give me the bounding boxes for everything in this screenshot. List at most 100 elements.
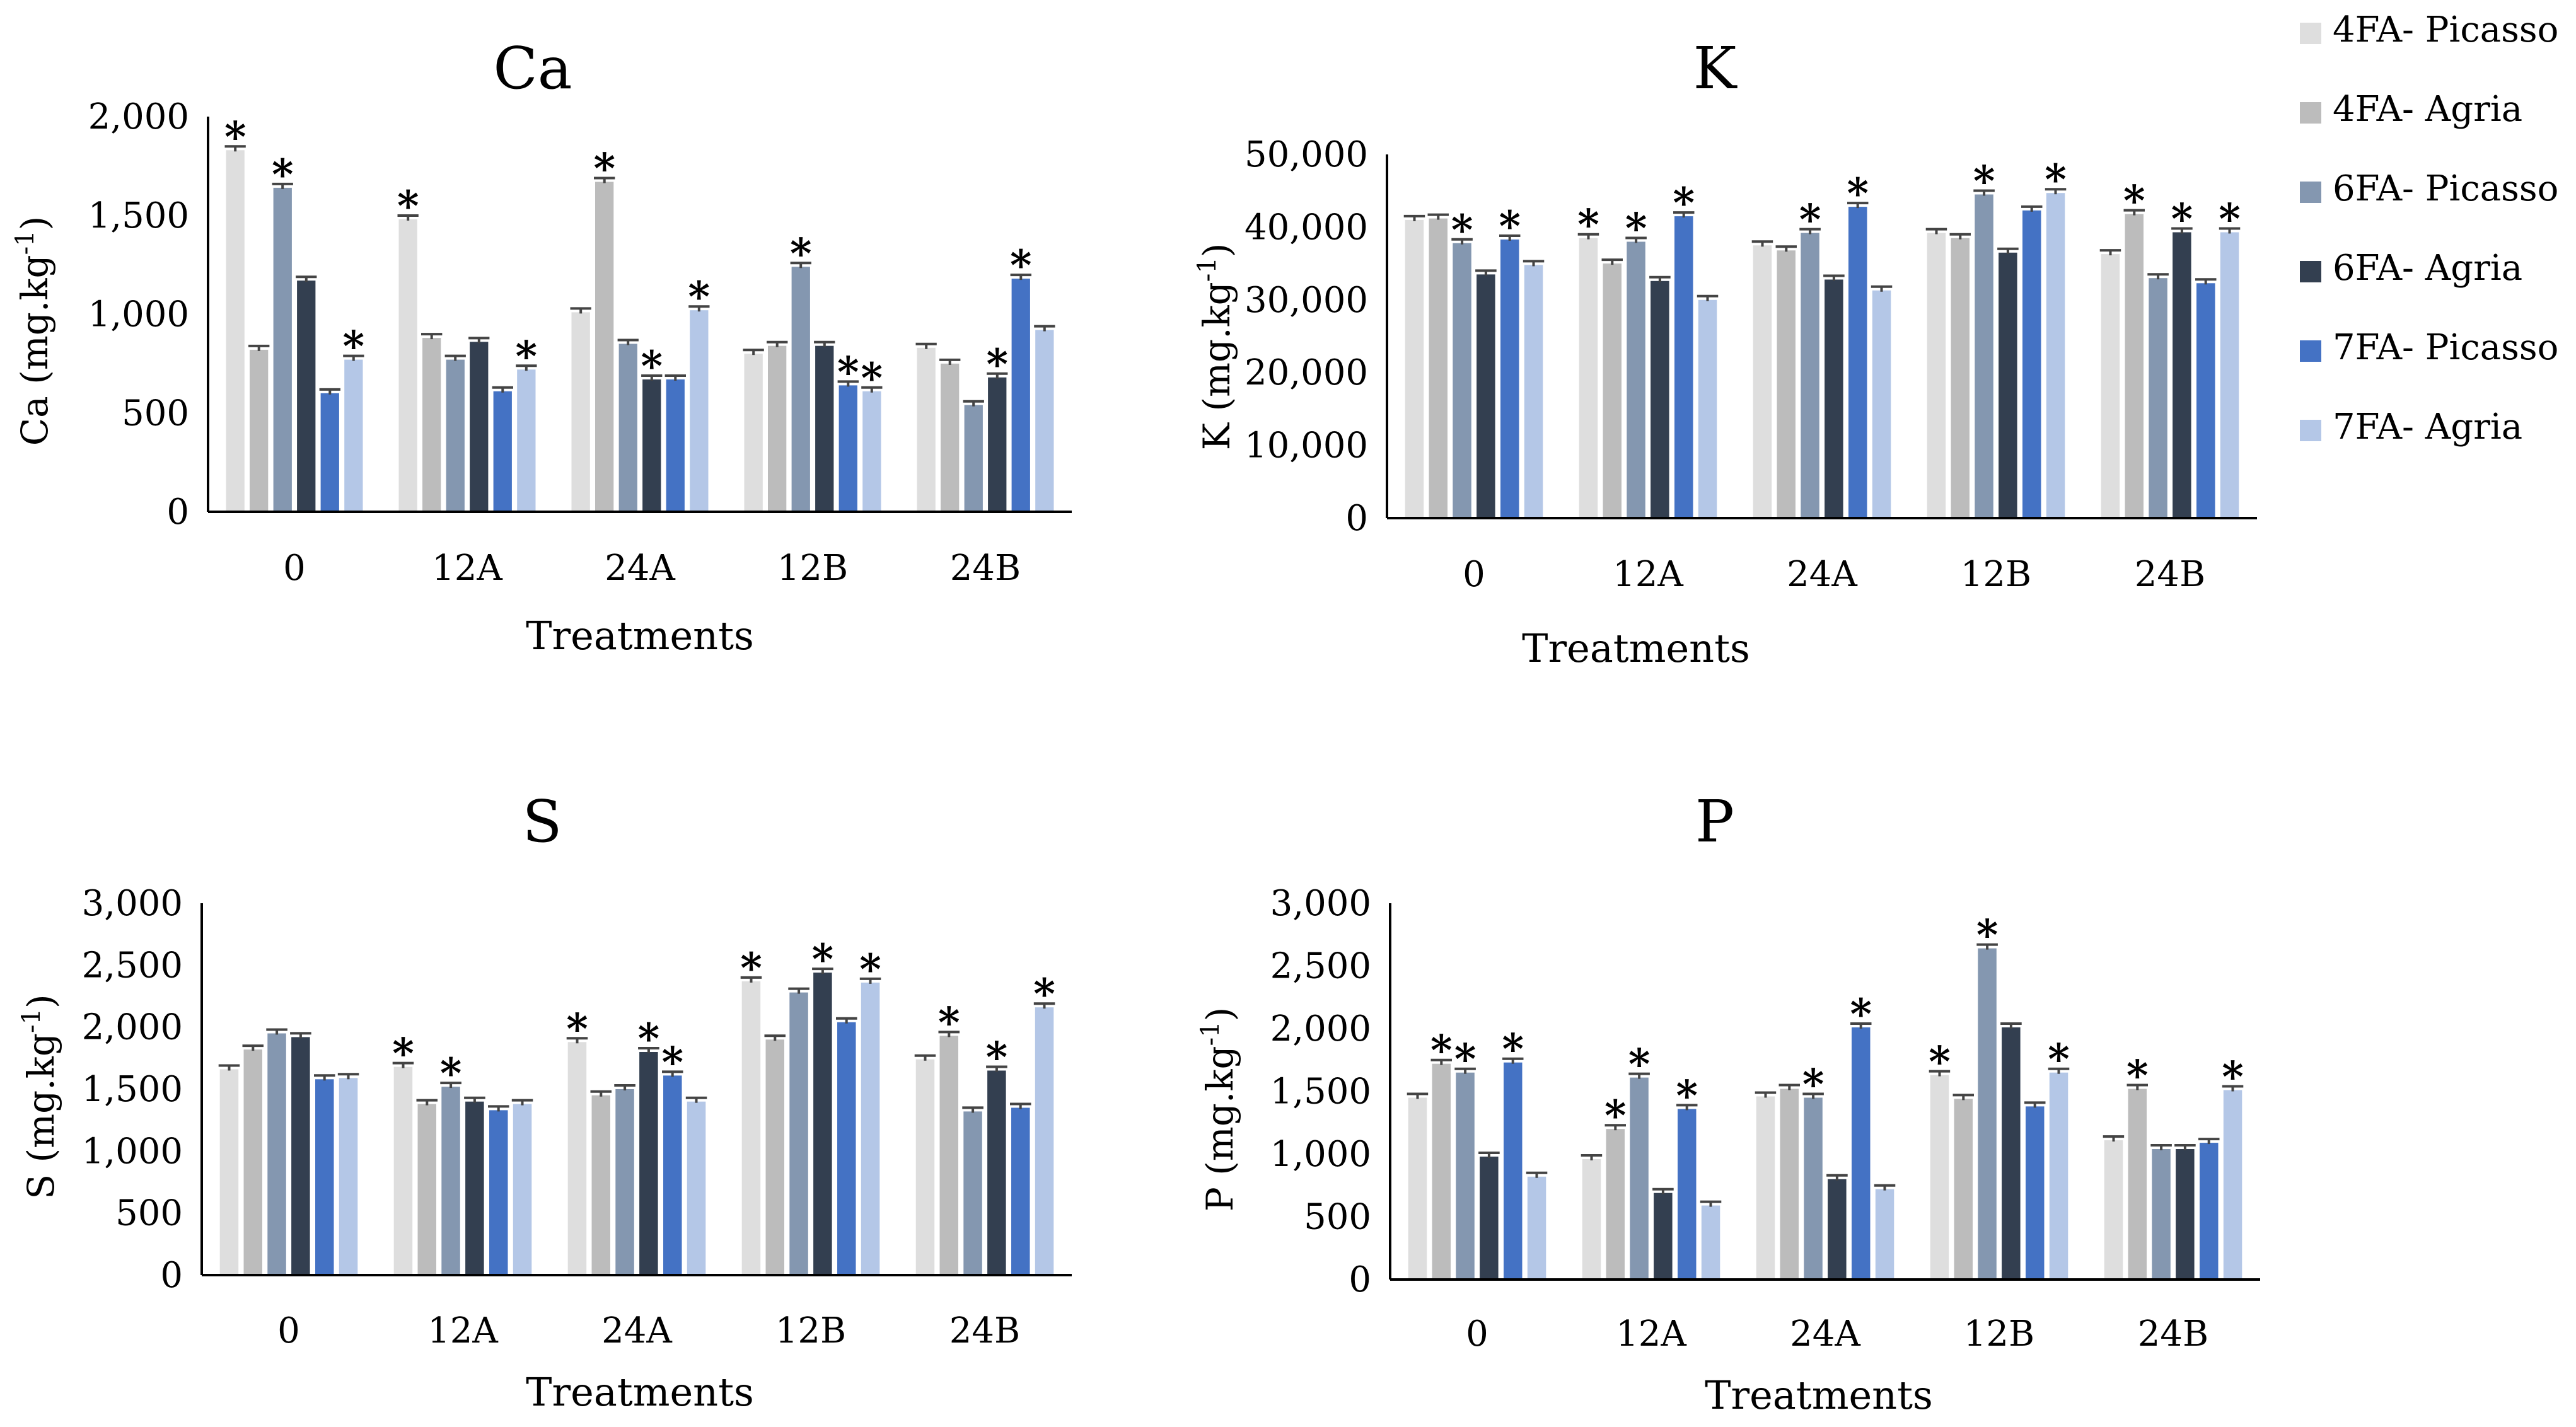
legend-item: 7FA- Agria: [2300, 407, 2522, 448]
significance-star: *: [2048, 1035, 2070, 1084]
x-tick-label: 12B: [1961, 554, 2031, 595]
bar-k-24a-s6: [1872, 290, 1891, 518]
y-tick-label: 2,000: [1270, 1008, 1371, 1049]
significance-star: *: [2219, 195, 2241, 244]
bar-s-12b-s6: [861, 982, 880, 1275]
legend-swatch: [2300, 261, 2321, 282]
significance-star: *: [1010, 241, 1032, 290]
chart-title: P: [1695, 788, 1734, 855]
bar-s-12a-s6: [513, 1104, 532, 1275]
bar-k-12a-s3: [1627, 241, 1645, 518]
bar-k-24a-s2: [1777, 250, 1796, 518]
bar-ca-12a-s2: [422, 338, 441, 512]
legend-item: 7FA- Picasso: [2300, 327, 2558, 368]
bar-ca-24a-s6: [690, 310, 709, 512]
bar-ca-12b-s2: [768, 345, 787, 512]
x-tick-label: 24A: [601, 1310, 672, 1351]
bar-s-0-s1: [219, 1069, 239, 1275]
bar-ca-0-s5: [320, 393, 339, 512]
y-tick-label: 500: [1304, 1197, 1371, 1238]
significance-star: *: [1625, 204, 1647, 253]
significance-star: *: [2222, 1053, 2244, 1102]
y-tick-label: 1,500: [1270, 1072, 1371, 1112]
y-tick-label: 0: [166, 492, 189, 533]
bar-p-0-s4: [1480, 1157, 1499, 1280]
bar-ca-24b-s4: [988, 377, 1007, 512]
significance-star: *: [1451, 205, 1473, 255]
bar-k-12b-s5: [2022, 210, 2041, 518]
charts-group: Ca 0 500 1,000 1,500 2,000 * * * 0 * * 12A * * * 24A * * * 1…: [11, 35, 2260, 1418]
significance-star: *: [859, 945, 881, 994]
bar-p-24b-s6: [2223, 1090, 2242, 1280]
bar-s-0-s3: [267, 1033, 286, 1275]
legend-swatch: [2300, 420, 2321, 441]
significance-star: *: [2045, 155, 2067, 204]
y-tick-label: 30,000: [1244, 280, 1368, 321]
significance-star: *: [1929, 1037, 1951, 1087]
chart-title: Ca: [493, 35, 572, 102]
y-tick-label: 0: [160, 1255, 183, 1296]
bar-s-12a-s5: [489, 1110, 508, 1275]
significance-star: *: [1676, 1071, 1698, 1120]
bar-p-12b-s1: [1930, 1075, 1949, 1280]
bar-k-24b-s3: [2149, 278, 2167, 518]
bar-k-12b-s4: [1999, 252, 2017, 518]
bar-s-24b-s5: [1011, 1107, 1030, 1275]
bar-p-12a-s2: [1606, 1129, 1625, 1280]
y-tick-label: 1,000: [88, 294, 189, 335]
bar-p-24a-s5: [1852, 1027, 1871, 1280]
significance-star: *: [1976, 911, 1999, 960]
y-axis-label: P (mg.kg-1): [1196, 1007, 1241, 1212]
x-axis-label: Treatments: [1705, 1372, 1933, 1418]
x-tick-label: 12A: [1613, 554, 1683, 595]
y-axis-label-sup: -1: [1193, 257, 1222, 282]
bar-p-12b-s5: [2026, 1106, 2045, 1280]
bar-p-0-s6: [1527, 1176, 1546, 1280]
x-tick-label: 12B: [777, 548, 848, 589]
x-axis-label: Treatments: [526, 1369, 754, 1415]
bar-p-12b-s2: [1954, 1099, 1973, 1280]
significance-star: *: [1847, 169, 1869, 218]
bar-s-12a-s4: [465, 1101, 484, 1275]
significance-star: *: [1499, 202, 1521, 251]
y-tick-label: 500: [122, 393, 189, 434]
bar-s-24b-s6: [1035, 1007, 1054, 1275]
chart-title: S: [522, 788, 562, 855]
bar-s-24a-s2: [591, 1095, 610, 1275]
bar-ca-24b-s2: [941, 363, 960, 512]
y-axis-label-end: ): [1195, 243, 1238, 258]
significance-star: *: [224, 112, 247, 161]
bar-p-24b-s3: [2152, 1149, 2171, 1280]
significance-star: *: [2171, 195, 2193, 244]
legend-label: 4FA- Agria: [2333, 89, 2522, 130]
bar-p-24b-s4: [2176, 1149, 2195, 1280]
bar-p-12a-s6: [1701, 1205, 1720, 1280]
y-axis-label-end: ): [1198, 1007, 1241, 1022]
legend-swatch: [2300, 182, 2321, 203]
bar-ca-0-s1: [226, 150, 245, 512]
bar-s-12b-s3: [789, 992, 808, 1275]
chart-title: K: [1693, 35, 1738, 102]
bar-ca-12b-s6: [862, 391, 881, 512]
x-tick-label: 12A: [1616, 1314, 1686, 1355]
significance-star: *: [638, 1014, 660, 1063]
bar-s-24b-s4: [987, 1070, 1006, 1275]
x-tick-label: 12B: [775, 1310, 846, 1351]
y-axis-label-end: ): [20, 994, 62, 1008]
bar-k-24a-s5: [1848, 207, 1867, 518]
y-axis-label: K (mg.kg-1): [1193, 243, 1238, 451]
x-tick-label: 0: [277, 1310, 300, 1351]
bar-s-12b-s1: [741, 981, 761, 1275]
y-axis-label: Ca (mg.kg-1): [11, 216, 56, 446]
x-tick-label: 24B: [950, 548, 1021, 589]
legend-item: 4FA- Agria: [2300, 89, 2522, 130]
bar-ca-12b-s3: [791, 267, 810, 512]
significance-star: *: [986, 1033, 1008, 1082]
legend-label: 7FA- Agria: [2333, 407, 2522, 448]
bar-p-0-s5: [1504, 1062, 1523, 1280]
significance-star: *: [812, 935, 834, 984]
bar-ca-12a-s5: [493, 391, 512, 512]
significance-star: *: [1802, 1060, 1825, 1109]
bar-k-0-s5: [1500, 240, 1519, 518]
